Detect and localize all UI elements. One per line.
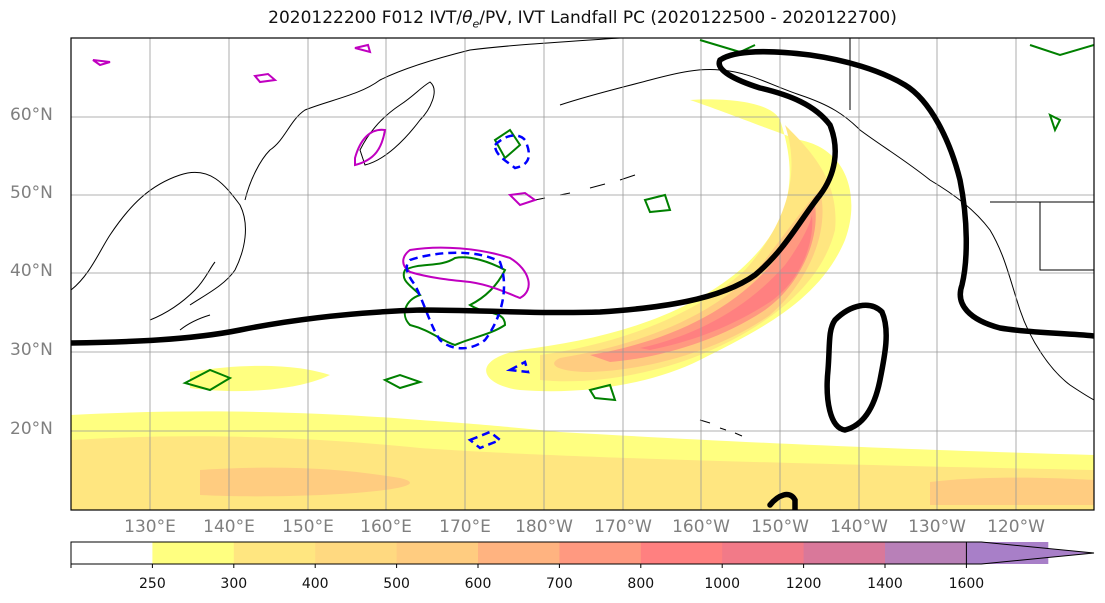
ivt-band-tropics-600b xyxy=(930,477,1094,505)
coast-hawaii xyxy=(699,419,743,437)
chart-title: 2020122200 F012 IVT/θe/PV, IVT Landfall … xyxy=(268,8,897,31)
lon-label-140e: 140°E xyxy=(203,517,255,537)
pc-contour xyxy=(71,48,1094,510)
lon-label-140w: 140°W xyxy=(830,517,888,537)
colorbar-tick-label: 1200 xyxy=(785,576,822,592)
colorbar-tick-label: 800 xyxy=(627,576,655,592)
lon-label-180w: 180°W xyxy=(515,517,573,537)
colorbar-tick-label: 1000 xyxy=(704,576,741,592)
graticule xyxy=(71,38,1094,510)
colorbar-tick-label: 250 xyxy=(139,576,166,592)
colorbar-tick-label: 1400 xyxy=(867,576,903,592)
colorbar-tick-label: 300 xyxy=(220,576,248,592)
theta-e-contours xyxy=(182,39,1094,402)
colorbar-tick-label: 400 xyxy=(301,576,329,592)
lon-label-170e: 170°E xyxy=(439,517,491,537)
lon-label-160e: 160°E xyxy=(360,517,412,537)
lon-label-150w: 150°W xyxy=(751,517,809,537)
colorbar-segment xyxy=(478,542,560,564)
lon-label-170w: 170°W xyxy=(594,517,652,537)
lon-label-160w: 160°W xyxy=(672,517,730,537)
map-frame xyxy=(70,37,1095,511)
colorbar-segment xyxy=(803,542,886,564)
coast-asia xyxy=(71,38,621,306)
coast-alaska xyxy=(559,69,1094,401)
colorbar-segment xyxy=(722,542,805,564)
colorbar-segment xyxy=(315,542,398,564)
colorbar-segment xyxy=(640,542,723,564)
lon-label-150e: 150°E xyxy=(282,517,334,537)
lat-label-20: 20°N xyxy=(10,419,53,439)
coast-aleutians xyxy=(534,174,636,201)
coastlines xyxy=(71,38,1094,437)
colorbar-segment xyxy=(885,542,967,564)
colorbar-tick-label: 1600 xyxy=(948,576,985,592)
coast-japan xyxy=(149,261,216,331)
colorbar xyxy=(70,541,1095,568)
lat-label-40: 40°N xyxy=(10,261,53,281)
pv-positive-contours xyxy=(92,43,538,300)
coast-kamchatka xyxy=(359,81,435,166)
colorbar-segment xyxy=(71,542,153,564)
lat-label-50: 50°N xyxy=(10,183,53,203)
colorbar-segment xyxy=(396,542,479,564)
colorbar-segment xyxy=(559,542,642,564)
colorbar-segment xyxy=(233,542,316,564)
lon-label-130e: 130°E xyxy=(124,517,176,537)
colorbar-tick-label: 500 xyxy=(383,576,410,592)
colorbar-tick-label: 600 xyxy=(464,576,492,592)
ivt-shading xyxy=(71,99,1094,510)
lat-label-30: 30°N xyxy=(10,340,53,360)
pv-negative-contours xyxy=(405,134,531,450)
ivt-band-1000 xyxy=(640,215,813,350)
lon-label-130w: 130°W xyxy=(908,517,966,537)
colorbar-outline xyxy=(70,541,982,565)
ivt-band-subtropic xyxy=(190,365,330,392)
colorbar-segment xyxy=(152,542,235,564)
colorbar-tick-label: 700 xyxy=(546,576,573,592)
lon-label-120w: 120°W xyxy=(987,517,1045,537)
ivt-band-tropics-600 xyxy=(200,467,410,497)
border-canada-us xyxy=(849,38,1094,271)
lat-label-60: 60°N xyxy=(10,105,53,125)
